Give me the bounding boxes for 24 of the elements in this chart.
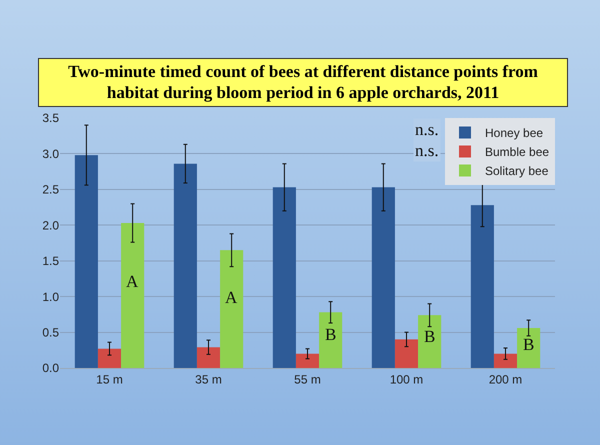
y-tick-label: 1.0 <box>42 290 60 304</box>
y-tick-label: 0.0 <box>42 361 60 376</box>
y-tick-label: 2.0 <box>42 218 60 232</box>
x-tick-label: 200 m <box>488 372 522 386</box>
x-tick-label: 35 m <box>195 372 222 386</box>
legend-label: Bumble bee <box>485 145 550 160</box>
y-tick-label: 2.5 <box>42 182 60 197</box>
annotation: n.s. <box>415 141 439 160</box>
annotation: n.s. <box>415 120 439 139</box>
legend-label: Honey bee <box>485 126 544 140</box>
x-tick-label: 100 m <box>390 372 424 386</box>
y-tick-label: 1.5 <box>42 254 60 268</box>
annotation: A <box>225 288 238 307</box>
chart-title: Two-minute timed count of bees at different distance points from habitat during bloom period in 6 apple orchards, 2011 <box>38 58 568 106</box>
y-tick-label: 0.5 <box>42 325 60 340</box>
x-tick-label: 55 m <box>294 372 321 386</box>
annotation: B <box>325 325 336 344</box>
annotation: B <box>424 327 436 346</box>
x-tick-label: 15 m <box>96 372 123 386</box>
y-tick-label: 3.5 <box>42 111 60 126</box>
legend-label: Solitary bee <box>485 164 549 178</box>
annotation: A <box>126 272 139 291</box>
y-tick-label: 3.0 <box>42 146 60 161</box>
annotation: B <box>523 335 534 354</box>
